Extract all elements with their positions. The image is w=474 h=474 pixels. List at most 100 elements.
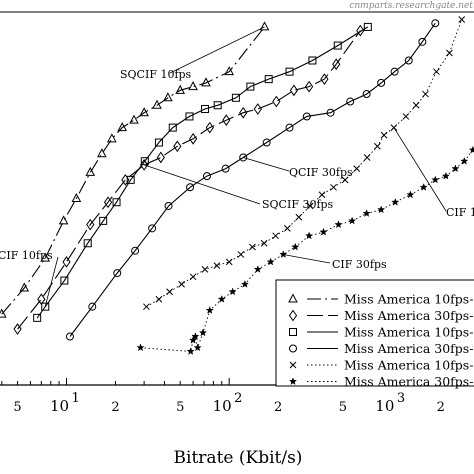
annotation-qcif-30fps: QCIF 30fps [289,166,353,179]
data-point-star [377,205,386,214]
data-point-diamond [156,151,165,164]
legend-item-sqcif-10fps: Miss America 10fps-SQCIF [288,292,474,307]
data-point-triangle [163,92,173,102]
data-point-circle [326,108,335,117]
data-point-star [217,294,226,303]
data-point-diamond [173,140,182,153]
series-line [69,22,436,337]
legend-marker-star [288,377,298,385]
data-point-circle [390,67,399,76]
data-point-diamond [332,58,341,71]
data-point-diamond [222,114,231,127]
data-point-x [225,258,233,266]
data-point-x [380,131,388,139]
legend-item-sqcif-30fps: Miss America 30fps-SQCIF [288,308,474,323]
data-point-circle [148,224,157,233]
legend-label: Miss America 10fps-CIF [344,358,474,373]
data-point-triangle [201,77,211,87]
data-point-circle [113,269,122,278]
data-point-x [284,224,291,232]
annotation-leader-5 [283,254,331,264]
data-point-star [441,171,451,180]
data-point-triangle [85,166,96,176]
data-point-star [191,332,200,341]
x-tick-label-500: 5 [339,400,347,415]
legend-item-qcif-30fps: Miss America 30fps-QCIF [289,341,474,356]
series-qcif-30fps [65,19,440,341]
legend-marker-diamond [288,309,298,322]
series-line [146,19,463,308]
data-point-x [374,142,381,150]
annotation-cif-10fps: CIF 10fps [446,206,474,219]
legend-item-cif-10fps: Miss America 10fps-CIF [289,358,474,373]
data-point-triangle [71,192,82,202]
data-point-x [143,303,150,311]
data-point-circle [346,97,355,106]
data-point-square [363,22,372,31]
data-point-star [319,227,328,236]
data-point-star [188,335,198,344]
data-point-x [249,243,256,251]
data-point-triangle [259,21,270,31]
data-point-x [155,295,163,303]
x-tick-label-1000: 10 3 [375,391,405,415]
data-point-triangle [0,308,7,318]
data-point-square [83,239,92,248]
data-point-star [451,164,460,173]
data-point-star [362,209,371,217]
data-point-triangle [107,133,117,143]
legend-marker-triangle [288,293,298,303]
data-point-circle [239,153,248,162]
data-point-circle [302,112,311,121]
x-tick-exponent: 1 [72,391,80,406]
data-point-x [446,49,453,57]
data-point-x [422,90,429,98]
data-point-square [168,123,177,132]
data-point-circle [404,56,413,65]
data-point-square [126,175,135,184]
x-tick-base: 10 [213,397,232,415]
data-point-star [348,216,357,225]
data-point-star [391,197,400,206]
data-point-square [246,82,255,91]
annotation-leader-4 [393,127,447,212]
data-point-x [458,16,466,23]
data-point-diamond [320,73,329,86]
data-point-star [406,190,415,199]
data-point-square [99,216,108,225]
data-point-square [112,198,121,207]
data-point-x [166,288,173,296]
data-point-star [266,257,275,266]
annotation-leader-0 [169,26,265,74]
data-point-square [140,157,149,166]
data-point-triangle [19,282,30,292]
data-point-star [205,306,214,314]
x-tick-label-100: 10 2 [213,391,243,415]
data-point-x [213,262,221,269]
legend-label: Miss America 30fps-CIF [344,374,474,389]
data-point-x [178,280,185,288]
legend-item-qcif-10fps: Miss America 10fps-QCIF [289,325,474,340]
data-point-square [231,93,240,102]
data-point-x [330,183,337,191]
x-tick-label-200: 2 [274,400,282,415]
data-point-diamond [62,256,71,268]
data-point-square [33,313,42,322]
data-point-star [198,328,208,337]
data-point-diamond [103,196,113,209]
series-line [140,149,474,352]
legend-label: Miss America 10fps-SQCIF [344,292,474,307]
x-tick-label-2000: 2 [437,400,445,415]
data-point-x [237,251,245,258]
x-tick-base: 10 [50,397,69,415]
data-point-circle [88,302,97,311]
data-point-diamond [304,80,314,93]
data-point-triangle [188,81,198,91]
data-point-triangle [129,114,139,124]
data-point-square [200,104,209,113]
data-point-star [431,175,440,184]
data-point-star [460,156,469,165]
data-point-triangle [58,215,69,225]
data-point-circle [431,19,440,28]
